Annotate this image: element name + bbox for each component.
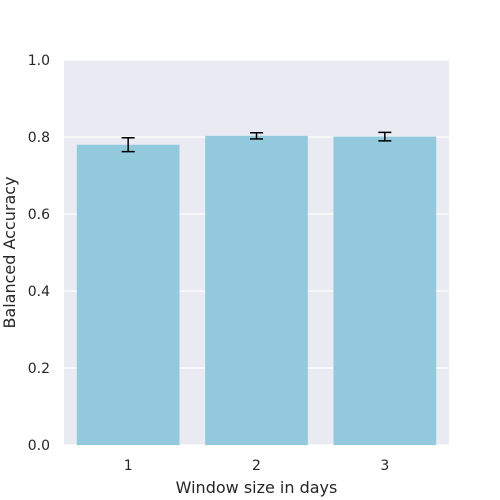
x-tick-label: 3 <box>380 458 389 474</box>
error-bar <box>378 131 392 142</box>
y-tick-labels: 0.0 0.2 0.4 0.6 0.8 1.0 <box>28 53 50 454</box>
bar <box>76 144 180 445</box>
y-tick-label: 1.0 <box>28 53 50 69</box>
y-tick-label: 0.2 <box>28 361 50 377</box>
x-tick-label: 2 <box>252 458 261 474</box>
error-bar <box>121 137 135 153</box>
y-tick-label: 0.4 <box>28 284 50 300</box>
y-tick-label: 0.8 <box>28 130 50 146</box>
y-axis-label: Balanced Accuracy <box>0 176 19 328</box>
y-tick-label: 0.6 <box>28 207 50 223</box>
x-axis-label: Window size in days <box>176 478 338 497</box>
bar <box>205 135 308 445</box>
bars <box>76 135 437 446</box>
bar <box>333 136 437 446</box>
error-bar <box>250 132 263 140</box>
x-tick-label: 1 <box>124 458 133 474</box>
x-tick-labels: 1 2 3 <box>124 458 390 474</box>
error-bars <box>121 131 392 153</box>
y-tick-label: 0.0 <box>28 438 50 454</box>
